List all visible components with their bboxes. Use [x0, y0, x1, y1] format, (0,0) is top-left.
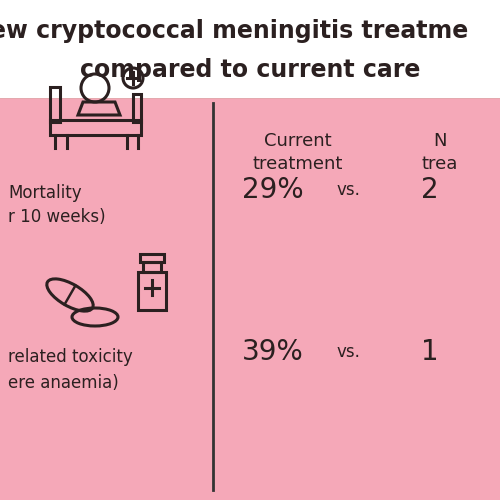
- Text: related toxicity
ere anaemia): related toxicity ere anaemia): [8, 348, 133, 392]
- Bar: [138, 272, 166, 310]
- Text: 1: 1: [421, 338, 439, 366]
- Text: vs.: vs.: [337, 181, 360, 199]
- Text: ew cryptococcal meningitis treatme: ew cryptococcal meningitis treatme: [0, 19, 468, 43]
- Text: compared to current care: compared to current care: [80, 58, 420, 82]
- Text: 29%: 29%: [242, 176, 304, 204]
- Bar: [50, 120, 141, 135]
- Text: Current
treatment: Current treatment: [252, 132, 342, 173]
- Bar: [50, 87, 60, 122]
- Text: Mortality
r 10 weeks): Mortality r 10 weeks): [8, 184, 106, 226]
- Bar: [0, 0, 500, 98]
- Bar: [143, 262, 161, 272]
- Text: vs.: vs.: [337, 343, 360, 361]
- Text: N
trea: N trea: [422, 132, 458, 173]
- Bar: [133, 94, 141, 122]
- Text: 39%: 39%: [242, 338, 304, 366]
- Text: 2: 2: [421, 176, 439, 204]
- Bar: [0, 98, 500, 500]
- Bar: [140, 254, 164, 262]
